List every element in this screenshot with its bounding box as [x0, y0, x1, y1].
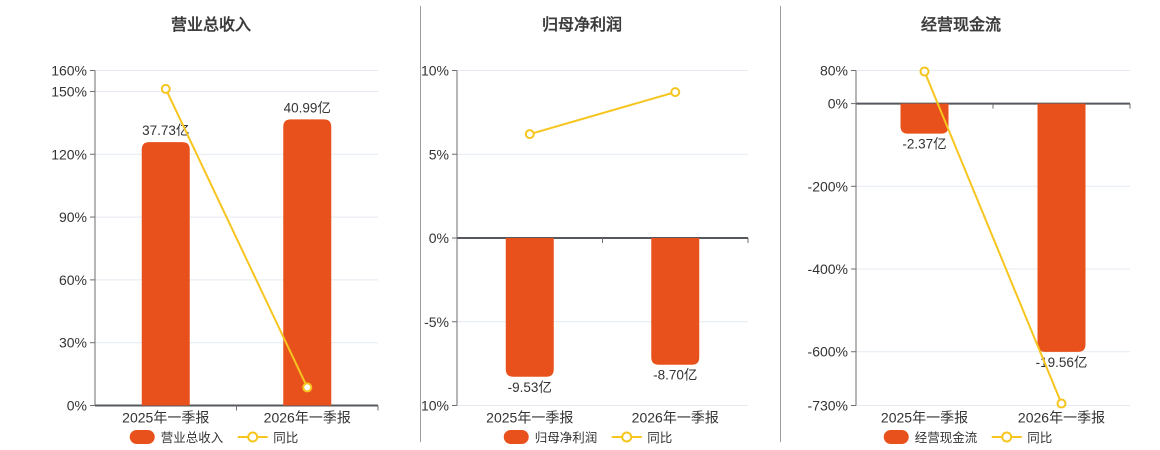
y-tick-label: -730% — [808, 398, 848, 414]
y-tick-label: -400% — [808, 261, 848, 277]
legend-yoy-series-label: 同比 — [647, 431, 673, 445]
bar-value-label: -8.70亿 — [653, 368, 697, 383]
y-tick-label: 120% — [51, 146, 87, 162]
bar[interactable] — [283, 119, 332, 406]
revenue-chart-plot: 160% 150% 120% 90% 60% 30% 0% 37.73亿 2025年一季报 40.… — [51, 63, 379, 426]
panel-divider — [420, 6, 421, 442]
bar-value-label: 40.99亿 — [284, 100, 331, 115]
bar[interactable] — [900, 103, 949, 134]
bar[interactable] — [651, 238, 700, 365]
legend-yoy-series-label: 同比 — [1027, 431, 1053, 445]
x-tick-label: 2025年一季报 — [486, 410, 573, 426]
chart-title: 归母净利润 — [541, 17, 623, 34]
chart-panel-revenue: 营业总收入 160% 150% 120% 90% 60% 30% 0% 37.73亿 2025年… — [0, 0, 420, 450]
legend-item-yoy-series[interactable]: 同比 — [237, 427, 298, 446]
bar[interactable] — [141, 142, 190, 406]
bar-value-label: 37.73亿 — [142, 123, 189, 138]
y-tick-label: 10% — [421, 63, 449, 79]
yoy-line-marker-icon — [991, 431, 1022, 443]
y-tick-label: 0% — [67, 398, 87, 414]
chart-panel-net-profit: 归母净利润 10% 5% 0% -5% -10% -9.53亿 2025年一季报 -8.70亿… — [420, 0, 780, 450]
legend-item-bar-series[interactable]: 归母净利润 — [503, 427, 598, 446]
yoy-ring-icon — [1000, 431, 1012, 442]
bar[interactable] — [505, 238, 554, 377]
y-tick-label: 150% — [51, 83, 87, 99]
cash-flow-chart-plot: 80% 0% -200% -400% -600% -730% -2.37亿 2025年一季报 -… — [808, 63, 1131, 426]
y-tick-label: 90% — [59, 209, 87, 225]
legend-item-yoy-series[interactable]: 同比 — [611, 427, 672, 446]
yoy-point[interactable] — [524, 129, 535, 140]
chart-panel-operating-cash-flow: 经营现金流 80% 0% -200% -400% -600% -730% -2.37亿 202… — [780, 0, 1160, 450]
yoy-line-marker-icon — [237, 431, 268, 443]
yoy-line — [164, 88, 309, 388]
legend-bar-series-label: 经营现金流 — [914, 431, 978, 445]
x-tick-label: 2025年一季报 — [881, 410, 968, 426]
bar-value-label: -2.37亿 — [902, 137, 946, 152]
yoy-point[interactable] — [160, 83, 171, 94]
y-tick-label: 30% — [59, 335, 87, 351]
yoy-line — [529, 91, 676, 136]
yoy-line-marker-icon — [611, 431, 642, 443]
y-tick-label: -200% — [808, 178, 848, 194]
yoy-point[interactable] — [302, 382, 313, 393]
y-tick-label: 0% — [429, 230, 449, 246]
bar-series-swatch-icon — [129, 429, 155, 444]
x-tick-label: 2025年一季报 — [122, 410, 209, 426]
y-tick-label: 0% — [828, 96, 848, 112]
yoy-point[interactable] — [670, 87, 681, 98]
bar[interactable] — [1037, 103, 1086, 352]
chart-title: 经营现金流 — [920, 17, 1002, 34]
chart-legend: 归母净利润 同比 — [503, 427, 672, 446]
y-tick-label: 160% — [51, 63, 87, 79]
yoy-point[interactable] — [919, 66, 930, 77]
x-tick-label: 2026年一季报 — [264, 410, 351, 426]
y-tick-label: -10% — [420, 398, 449, 414]
x-tick-label: 2026年一季报 — [632, 410, 719, 426]
x-tick-label: 2026年一季报 — [1018, 410, 1105, 426]
y-tick-label: -600% — [808, 344, 848, 360]
yoy-ring-icon — [620, 431, 632, 442]
chart-title: 营业总收入 — [170, 17, 252, 34]
legend-bar-series-label: 营业总收入 — [160, 431, 224, 445]
y-tick-label: 80% — [820, 63, 848, 79]
legend-item-yoy-series[interactable]: 同比 — [991, 427, 1052, 446]
y-tick-label: -5% — [424, 314, 449, 330]
yoy-ring-icon — [246, 431, 258, 442]
bar-value-label: -9.53亿 — [508, 380, 552, 395]
y-tick-label: 60% — [59, 272, 87, 288]
legend-bar-series-label: 归母净利润 — [534, 431, 598, 445]
panel-divider — [780, 6, 781, 442]
legend-item-bar-series[interactable]: 营业总收入 — [129, 427, 224, 446]
legend-yoy-series-label: 同比 — [273, 431, 299, 445]
yoy-line — [923, 71, 1063, 404]
net-profit-chart-plot: 10% 5% 0% -5% -10% -9.53亿 2025年一季报 -8.70亿 2026年一… — [420, 63, 749, 426]
bar-series-swatch-icon — [503, 429, 529, 444]
bar-value-label: -19.56亿 — [1036, 355, 1088, 370]
legend-item-bar-series[interactable]: 经营现金流 — [883, 427, 978, 446]
y-tick-label: 5% — [429, 146, 449, 162]
chart-legend: 经营现金流 同比 — [883, 427, 1052, 446]
chart-legend: 营业总收入 同比 — [129, 427, 298, 446]
bar-series-swatch-icon — [883, 429, 909, 444]
yoy-point[interactable] — [1056, 398, 1067, 409]
